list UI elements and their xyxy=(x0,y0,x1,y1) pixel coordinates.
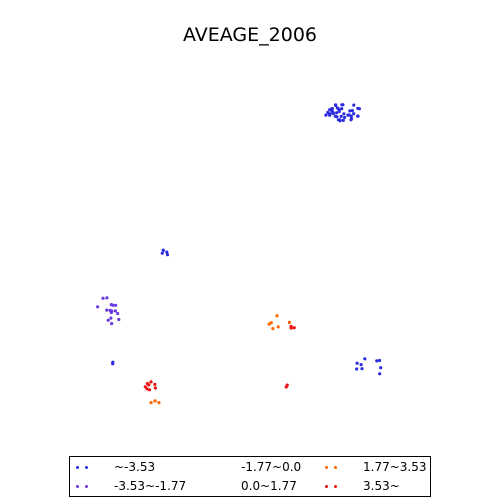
map-point-cluster-2 xyxy=(109,303,113,307)
map-point-cluster-0 xyxy=(334,103,338,107)
map-point-cluster-0 xyxy=(356,106,360,110)
map-point-cluster-1 xyxy=(165,253,170,257)
map-point-cluster-0 xyxy=(346,113,350,117)
map-point-cluster-3 xyxy=(111,362,115,366)
map-point-cluster-9 xyxy=(153,399,157,403)
legend-label-0: ~-3.53 xyxy=(114,460,156,474)
map-point-cluster-8 xyxy=(149,380,153,384)
map-point-cluster-2 xyxy=(101,296,105,300)
map-point-cluster-2 xyxy=(109,316,113,320)
chart-title: AVEAGE_2006 xyxy=(182,24,318,46)
map-point-cluster-0 xyxy=(342,112,346,116)
map-point-cluster-8 xyxy=(153,386,157,390)
map-point-cluster-5 xyxy=(289,326,293,330)
map-point-cluster-2 xyxy=(113,309,117,313)
map-point-cluster-4 xyxy=(287,320,291,324)
map-point-cluster-9 xyxy=(149,401,153,405)
map-point-cluster-0 xyxy=(331,111,335,115)
map-point-cluster-6 xyxy=(379,366,383,370)
map-point-cluster-1 xyxy=(165,250,169,254)
map-plot xyxy=(96,103,383,405)
map-point-cluster-0 xyxy=(341,118,345,122)
legend-marker-3 xyxy=(203,485,217,489)
map-point-cluster-0 xyxy=(349,116,354,121)
map-point-cluster-0 xyxy=(356,114,360,118)
map-point-cluster-8 xyxy=(153,382,157,386)
map-point-cluster-2 xyxy=(105,308,109,312)
map-point-cluster-6 xyxy=(359,363,363,367)
map-point-cluster-4 xyxy=(267,322,271,326)
map-point-cluster-6 xyxy=(375,359,379,363)
map-point-cluster-0 xyxy=(338,119,342,123)
map-point-cluster-6 xyxy=(378,358,382,363)
map-point-cluster-0 xyxy=(324,113,328,117)
map-point-cluster-0 xyxy=(335,111,339,115)
map-point-cluster-0 xyxy=(328,112,332,116)
map-point-cluster-0 xyxy=(340,103,344,107)
map-point-cluster-8 xyxy=(145,387,149,391)
legend-marker-2 xyxy=(203,466,217,470)
legend-marker-5 xyxy=(325,485,339,489)
map-point-cluster-6 xyxy=(355,367,359,371)
map-point-cluster-4 xyxy=(271,327,275,331)
legend-label-1: -3.53~-1.77 xyxy=(114,479,187,493)
map-point-cluster-8 xyxy=(147,383,151,387)
map-point-cluster-5 xyxy=(292,326,296,330)
map-point-cluster-1 xyxy=(161,248,165,252)
map-point-cluster-2 xyxy=(114,303,118,307)
map-point-cluster-6 xyxy=(378,372,382,376)
legend-label-3: 0.0~1.77 xyxy=(241,479,297,493)
legend-marker-4 xyxy=(325,466,339,470)
legend-marker-0 xyxy=(76,466,90,470)
map-point-cluster-0 xyxy=(330,107,334,111)
legend-label-4: 1.77~3.53 xyxy=(363,460,427,474)
map-point-cluster-6 xyxy=(355,361,359,365)
map-point-cluster-8 xyxy=(147,388,152,392)
legend-marker-1 xyxy=(76,485,90,489)
map-point-cluster-2 xyxy=(106,318,110,322)
map-point-cluster-0 xyxy=(349,114,353,118)
map-point-cluster-0 xyxy=(343,115,347,120)
map-point-cluster-4 xyxy=(276,325,280,329)
map-point-cluster-2 xyxy=(116,311,120,316)
map-point-cluster-2 xyxy=(105,296,109,300)
map-point-cluster-0 xyxy=(335,106,339,110)
map-point-cluster-2 xyxy=(108,308,112,312)
legend-label-2: -1.77~0.0 xyxy=(241,460,302,474)
map-point-cluster-0 xyxy=(352,112,356,116)
map-point-cluster-7 xyxy=(285,383,289,387)
map-point-cluster-2 xyxy=(110,322,114,326)
legend-label-5: 3.53~ xyxy=(363,479,400,493)
map-point-cluster-0 xyxy=(339,114,343,118)
map-point-cluster-9 xyxy=(157,401,161,405)
map-point-cluster-2 xyxy=(117,317,121,322)
legend: ~-3.53 -3.53~-1.77 -1.77~0.0 0.0~1.77 1.… xyxy=(69,456,431,497)
map-point-cluster-1 xyxy=(160,251,164,255)
map-point-cluster-0 xyxy=(350,109,354,113)
map-point-cluster-6 xyxy=(360,367,364,371)
map-point-cluster-0 xyxy=(335,115,339,119)
map-point-cluster-4 xyxy=(275,314,279,318)
map-point-cluster-6 xyxy=(363,357,367,361)
map-point-cluster-2 xyxy=(96,305,100,309)
map-point-cluster-0 xyxy=(337,109,341,114)
map-point-cluster-0 xyxy=(348,109,352,113)
map-point-cluster-0 xyxy=(340,107,344,111)
map-point-cluster-0 xyxy=(352,103,356,107)
